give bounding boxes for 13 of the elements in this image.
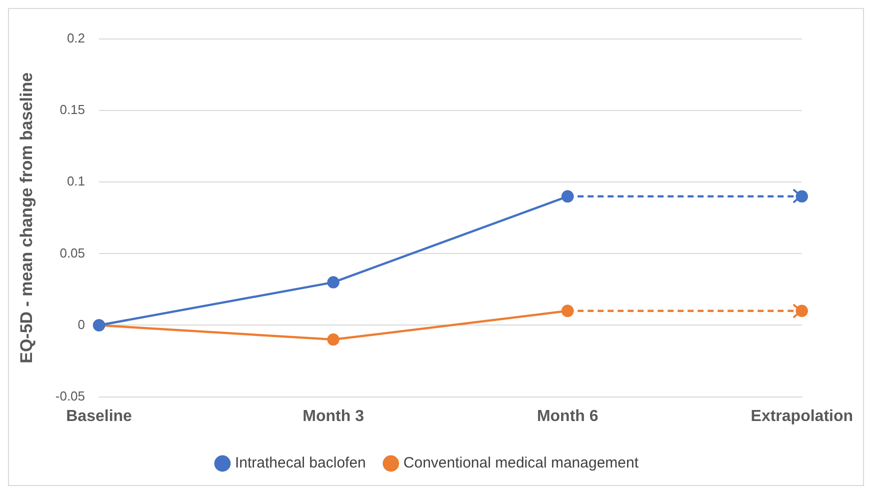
x-tick-label: Month 6 [536,408,598,425]
y-tick-label: 0.2 [66,30,86,46]
y-tick-label: 0 [78,316,86,332]
x-tick-label: Baseline [66,408,132,425]
y-tick-label: 0.15 [60,102,86,118]
x-tick-label: Extrapolation [750,408,853,425]
legend-label: Intrathecal baclofen [234,454,366,472]
y-axis-title: EQ-5D - mean change from baseline [16,72,36,364]
x-tick-label: Month 3 [302,408,364,425]
y-tick-label: 0.05 [60,245,86,260]
y-tick-label: 0.1 [66,174,86,189]
y-tick-label: -0.05 [55,388,86,404]
legend-label: Conventional medical management [403,454,640,472]
